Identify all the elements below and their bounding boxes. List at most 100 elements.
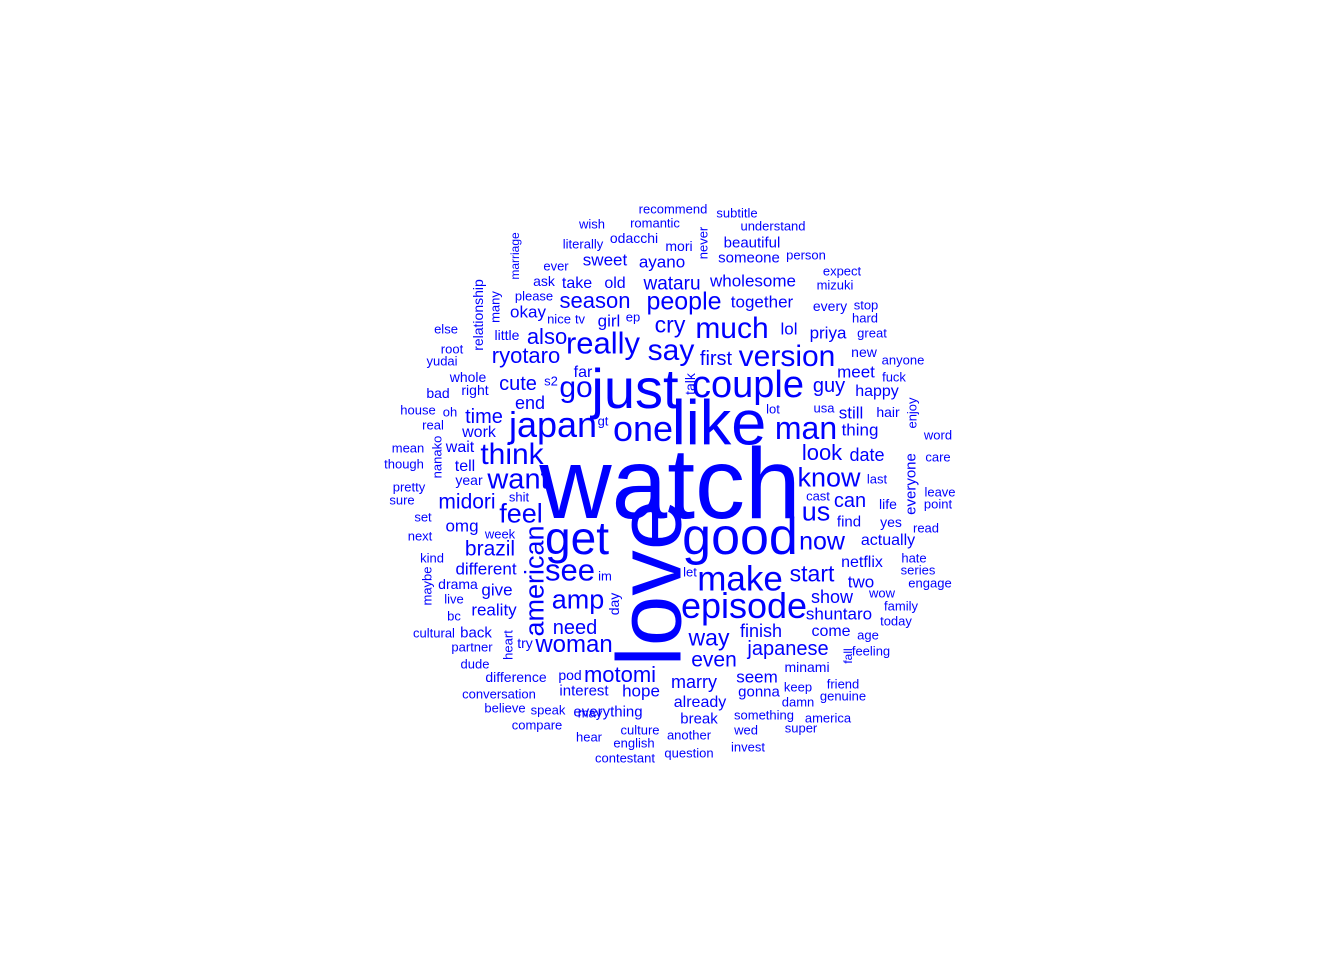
word-old: old — [604, 275, 626, 292]
word-season: season — [559, 288, 631, 313]
word-get: get — [545, 512, 609, 564]
word-far: far — [573, 364, 593, 381]
word-take: take — [561, 275, 593, 292]
word-gonna: gonna — [738, 683, 780, 701]
word-show: show — [810, 587, 854, 607]
word-find: find — [836, 513, 862, 531]
word-guy: guy — [812, 375, 846, 397]
word-seem: seem — [736, 667, 778, 687]
word-conversation: conversation — [462, 686, 536, 702]
word-recommend: recommend — [638, 201, 708, 217]
word-wait: wait — [445, 439, 475, 456]
word-sweet: sweet — [582, 250, 628, 270]
word-yudai: yudai — [426, 353, 458, 369]
word-different: different — [455, 559, 517, 579]
word-damn: damn — [781, 694, 815, 710]
word-also: also — [526, 324, 568, 349]
word-contestant: contestant — [595, 750, 655, 766]
word-shuntaro: shuntaro — [805, 604, 873, 624]
word-ryotaro: ryotaro — [491, 343, 561, 368]
word-yes: yes — [880, 514, 902, 530]
word-friend: friend — [826, 676, 860, 692]
word-good: good — [682, 508, 798, 566]
word-reality: reality — [471, 600, 517, 620]
word-want: want — [487, 463, 549, 496]
word-omg: omg — [445, 516, 479, 536]
word-priya: priya — [809, 323, 847, 343]
word-first: first — [699, 348, 733, 370]
word-read: read — [912, 520, 940, 536]
word-girl: girl — [597, 311, 621, 331]
word-stop: stop — [853, 297, 879, 313]
word-though: though — [384, 456, 424, 472]
word-never: never — [695, 226, 711, 260]
word-someone: someone — [718, 249, 780, 267]
word-now: now — [799, 527, 845, 556]
word-look: look — [801, 440, 843, 465]
word-life: life — [879, 496, 897, 512]
word-odacchi: odacchi — [609, 230, 659, 246]
word-japanese: japanese — [747, 638, 829, 660]
word-really: really — [565, 325, 641, 361]
word-leave: leave — [924, 484, 956, 500]
word-need: need — [552, 617, 598, 639]
word-relationship: relationship — [470, 279, 486, 351]
word-like: like — [671, 388, 767, 459]
word-talk: talk — [682, 373, 698, 395]
word-many: many — [487, 291, 503, 323]
word-bad: bad — [426, 385, 450, 401]
word-invest: invest — [731, 739, 765, 755]
word-hear: hear — [575, 729, 603, 745]
word-hate: hate — [901, 550, 927, 566]
word-together: together — [730, 292, 794, 312]
word-usa: usa — [813, 400, 835, 416]
word-ever: ever — [543, 258, 569, 274]
word-episode: episode — [680, 585, 808, 626]
word-wow: wow — [868, 585, 896, 601]
word-two: two — [847, 572, 875, 592]
word-midori: midori — [438, 490, 496, 514]
word-date: date — [849, 445, 885, 465]
word-pod: pod — [558, 667, 582, 683]
word-let: let — [683, 564, 697, 580]
word-us: us — [801, 496, 831, 527]
word-cry: cry — [654, 311, 686, 338]
word-everyone: everyone — [902, 453, 920, 515]
word-beautiful: beautiful — [723, 234, 781, 252]
word-new: new — [851, 344, 877, 360]
word-interest: interest — [559, 682, 609, 700]
word-netflix: netflix — [841, 554, 883, 571]
word-whole: whole — [449, 369, 487, 385]
word-wholesome: wholesome — [710, 271, 796, 291]
word-feel: feel — [499, 498, 543, 529]
word-romantic: romantic — [630, 215, 680, 231]
word-try: try — [517, 635, 533, 651]
word-wataru: wataru — [643, 273, 701, 295]
word-actually: actually — [860, 532, 916, 549]
word-heart: heart — [500, 630, 516, 660]
word-keep: keep — [783, 679, 813, 695]
word-family: family — [884, 598, 918, 614]
word-im: im — [598, 568, 612, 584]
word-hair: hair — [876, 404, 900, 420]
word-year: year — [455, 472, 483, 488]
word-fuck: fuck — [882, 369, 906, 385]
word-man: man — [774, 410, 838, 446]
word-maybe: maybe — [419, 566, 435, 606]
word-great: great — [857, 325, 887, 341]
word-else: else — [434, 321, 458, 337]
word-hard: hard — [851, 310, 879, 326]
word-point: point — [923, 496, 953, 512]
word-think: think — [480, 438, 544, 471]
word-tell: tell — [454, 458, 476, 475]
word-every: every — [812, 298, 848, 314]
word-meet: meet — [837, 362, 875, 382]
word-nanako: nanako — [429, 435, 445, 479]
word-week: week — [484, 526, 516, 542]
word-see: see — [545, 552, 595, 588]
word-just: just — [591, 357, 679, 420]
word-mori: mori — [665, 238, 693, 254]
word-expect: expect — [822, 263, 862, 279]
word-cultural: cultural — [413, 625, 455, 641]
